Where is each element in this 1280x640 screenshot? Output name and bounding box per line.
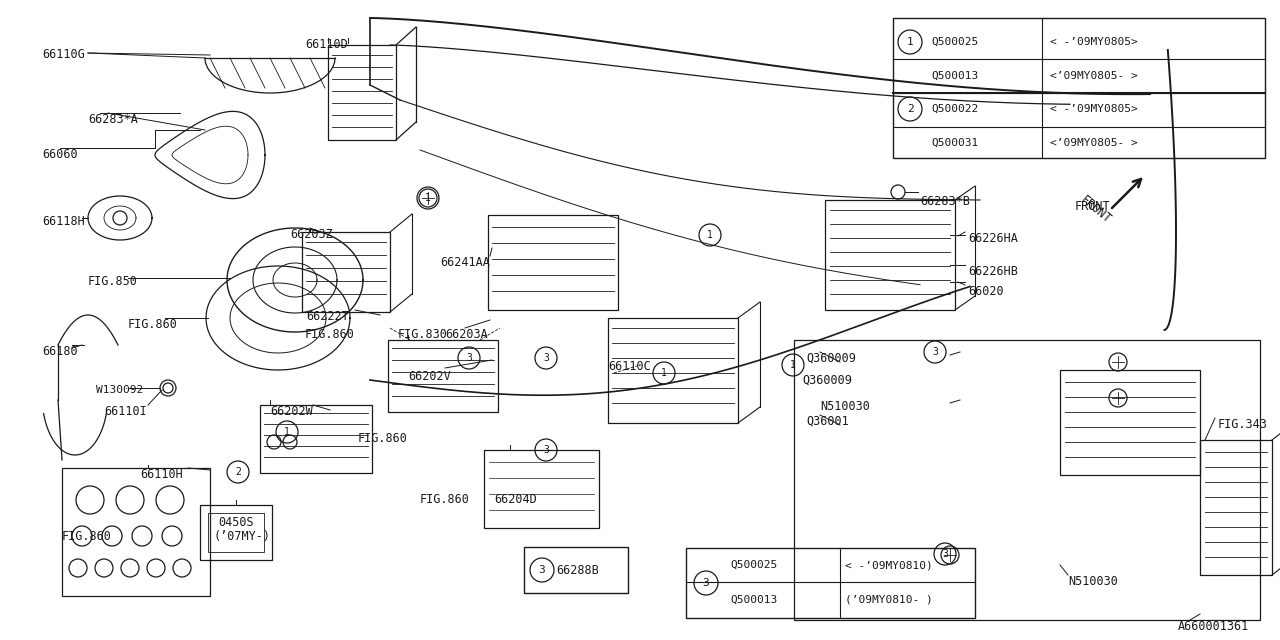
Text: FIG.860: FIG.860 [128, 318, 178, 331]
Text: 66288B: 66288B [556, 563, 599, 577]
Text: 66110G: 66110G [42, 48, 84, 61]
Text: 3: 3 [932, 347, 938, 357]
Text: 66203A: 66203A [445, 328, 488, 341]
Bar [302, 232, 390, 312]
Bar [686, 548, 975, 618]
Text: FIG.830: FIG.830 [398, 328, 448, 341]
Text: 2: 2 [906, 104, 914, 114]
Text: 66110H: 66110H [140, 468, 183, 481]
Text: 66283*B: 66283*B [920, 195, 970, 208]
Text: FRONT: FRONT [1075, 200, 1111, 213]
Bar [260, 405, 372, 473]
Text: FIG.860: FIG.860 [305, 328, 355, 341]
Text: 3: 3 [703, 578, 709, 588]
Text: <’09MY0805- >: <’09MY0805- > [1050, 71, 1138, 81]
Bar [826, 200, 955, 310]
Text: 66202V: 66202V [408, 370, 451, 383]
Bar [484, 450, 599, 528]
Text: 3: 3 [539, 565, 545, 575]
Text: FRONT: FRONT [1078, 193, 1114, 227]
Text: 66060: 66060 [42, 148, 78, 161]
Bar [328, 45, 396, 140]
Text: 1: 1 [790, 360, 796, 370]
Text: 3: 3 [466, 353, 472, 363]
Bar [893, 18, 1265, 158]
Text: 3: 3 [942, 549, 948, 559]
Text: Q360009: Q360009 [806, 352, 856, 365]
Text: 3: 3 [543, 445, 549, 455]
Text: W130092: W130092 [96, 385, 143, 395]
Text: 0450S: 0450S [218, 516, 253, 529]
Bar [524, 547, 628, 593]
Text: 1: 1 [906, 37, 914, 47]
Text: FIG.860: FIG.860 [358, 432, 408, 445]
Text: 1: 1 [284, 427, 291, 437]
Text: 66110C: 66110C [608, 360, 650, 373]
Text: 66180: 66180 [42, 345, 78, 358]
Bar [488, 215, 618, 310]
Bar [1060, 370, 1201, 475]
Text: (’09MY0810- ): (’09MY0810- ) [845, 595, 933, 605]
Text: A660001361: A660001361 [1178, 620, 1249, 633]
Text: < -’09MY0810): < -’09MY0810) [845, 560, 933, 570]
Text: (’07MY-): (’07MY-) [212, 530, 270, 543]
Text: Q500031: Q500031 [931, 138, 978, 148]
Bar [207, 513, 264, 552]
Bar [608, 318, 739, 423]
Text: FIG.860: FIG.860 [420, 493, 470, 506]
Text: < -’09MY0805>: < -’09MY0805> [1050, 104, 1138, 114]
Text: 66203Z: 66203Z [291, 228, 333, 241]
Text: 1: 1 [660, 368, 667, 378]
Text: 66241AA: 66241AA [440, 256, 490, 269]
Text: 66118H: 66118H [42, 215, 84, 228]
Text: Q500013: Q500013 [931, 71, 978, 81]
Bar [794, 340, 1260, 620]
Text: FIG.343: FIG.343 [1219, 418, 1268, 431]
Text: 66226HB: 66226HB [968, 265, 1018, 278]
Text: 66202W: 66202W [270, 405, 312, 418]
Text: 66204D: 66204D [494, 493, 536, 506]
Text: Q500013: Q500013 [730, 595, 777, 605]
Text: FIG.860: FIG.860 [61, 530, 111, 543]
Text: 66020: 66020 [968, 285, 1004, 298]
Text: 1: 1 [425, 193, 431, 203]
Text: 3: 3 [543, 353, 549, 363]
Text: Q36001: Q36001 [806, 415, 849, 428]
Text: 66226HA: 66226HA [968, 232, 1018, 245]
Text: FIG.850: FIG.850 [88, 275, 138, 288]
Bar [200, 505, 273, 560]
Text: Q500025: Q500025 [730, 560, 777, 570]
Text: 66283*A: 66283*A [88, 113, 138, 126]
Text: Q500022: Q500022 [931, 104, 978, 114]
Text: 1: 1 [707, 230, 713, 240]
Text: N510030: N510030 [1068, 575, 1117, 588]
Bar [61, 468, 210, 596]
Bar [1201, 440, 1272, 575]
Text: N510030: N510030 [820, 400, 870, 413]
Text: Q360009: Q360009 [803, 374, 852, 387]
Bar [388, 340, 498, 412]
Text: 66222T: 66222T [306, 310, 348, 323]
Text: 66110D: 66110D [305, 38, 348, 51]
Text: <’09MY0805- >: <’09MY0805- > [1050, 138, 1138, 148]
Text: Q500025: Q500025 [931, 37, 978, 47]
Text: 66110I: 66110I [104, 405, 147, 418]
Text: < -’09MY0805>: < -’09MY0805> [1050, 37, 1138, 47]
Text: 2: 2 [236, 467, 241, 477]
